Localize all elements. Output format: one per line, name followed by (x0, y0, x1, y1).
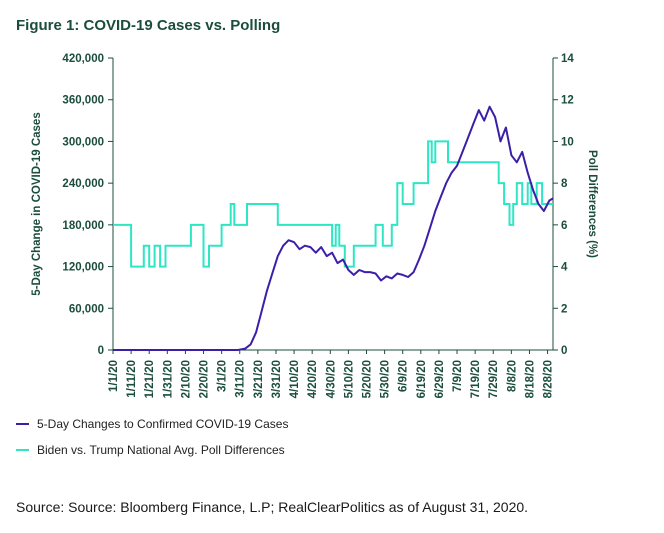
x-tick-label: 6/9/20 (398, 360, 410, 392)
figure-title: Figure 1: COVID-19 Cases vs. Polling (16, 17, 281, 34)
left-y-tick-label: 60,000 (69, 303, 104, 315)
x-tick-label: 8/18/20 (524, 360, 536, 398)
x-tick-label: 6/19/20 (416, 360, 428, 398)
right-y-tick-label: 6 (561, 220, 567, 232)
left-y-tick-label: 0 (98, 345, 104, 357)
right-y-tick-label: 2 (561, 303, 567, 315)
x-tick-label: 7/19/20 (470, 360, 482, 398)
x-tick-label: 1/21/20 (144, 360, 156, 398)
y-axis-label: 5-Day Change in COVID-19 Cases (31, 112, 43, 295)
x-tick-label: 7/29/20 (488, 360, 500, 398)
x-tick-label: 4/20/20 (307, 360, 319, 398)
x-tick-label: 5/30/20 (380, 360, 392, 398)
right-y-tick-labels: 0 2 4 6 8 10 12 14 (553, 53, 574, 357)
source-note: Source: Source: Bloomberg Finance, L.P; … (16, 499, 529, 515)
x-tick-label: 3/31/20 (271, 360, 283, 398)
legend: 5-Day Changes to Confirmed COVID-19 Case… (16, 417, 288, 457)
x-tick-label: 6/29/20 (434, 360, 446, 398)
x-tick-label: 3/1/20 (217, 360, 229, 392)
right-y-tick-label: 8 (561, 178, 568, 190)
x-tick-label: 1/1/20 (108, 360, 120, 392)
x-tick-label: 3/11/20 (235, 360, 247, 398)
x-tick-label: 4/30/20 (325, 360, 337, 398)
left-y-tick-label: 300,000 (62, 136, 104, 148)
left-y-tick-labels: 0 60,000 120,000 180,000 240,000 300,000 360,0… (62, 53, 113, 357)
legend-label-cases: 5-Day Changes to Confirmed COVID-19 Case… (37, 417, 288, 431)
x-tick-label: 1/11/20 (126, 360, 138, 398)
right-y-tick-label: 4 (561, 262, 568, 274)
x-tick-label: 3/21/20 (253, 360, 265, 398)
poll-difference-line (113, 140, 553, 268)
y2-axis-label: Poll Differences (%) (586, 150, 598, 258)
legend-label-poll: Biden vs. Trump National Avg. Poll Diffe… (37, 443, 285, 457)
x-tick-label: 1/31/20 (162, 360, 174, 398)
x-tick-label: 4/10/20 (289, 360, 301, 398)
left-y-tick-label: 360,000 (62, 95, 104, 107)
right-y-tick-label: 12 (561, 95, 574, 107)
x-tick-label: 5/10/20 (343, 360, 355, 398)
x-tick-label: 5/20/20 (361, 360, 373, 398)
right-y-tick-label: 0 (561, 345, 567, 357)
series-lines (113, 105, 554, 351)
covid-cases-line (113, 105, 554, 351)
left-y-tick-label: 240,000 (62, 178, 104, 190)
x-tick-label: 2/20/20 (199, 360, 211, 398)
x-tick-labels: 1/1/20 1/11/20 1/21/20 1/31/20 2/10/20 2/20/2… (108, 350, 555, 398)
right-y-tick-label: 10 (561, 136, 574, 148)
right-y-tick-label: 14 (561, 53, 574, 65)
x-tick-label: 8/8/20 (506, 360, 518, 392)
left-y-tick-label: 120,000 (62, 262, 104, 274)
x-tick-label: 2/10/20 (180, 360, 192, 398)
left-y-tick-label: 180,000 (62, 220, 104, 232)
x-tick-label: 8/28/20 (543, 360, 555, 398)
x-tick-label: 7/9/20 (452, 360, 464, 392)
left-y-tick-label: 420,000 (62, 53, 104, 65)
